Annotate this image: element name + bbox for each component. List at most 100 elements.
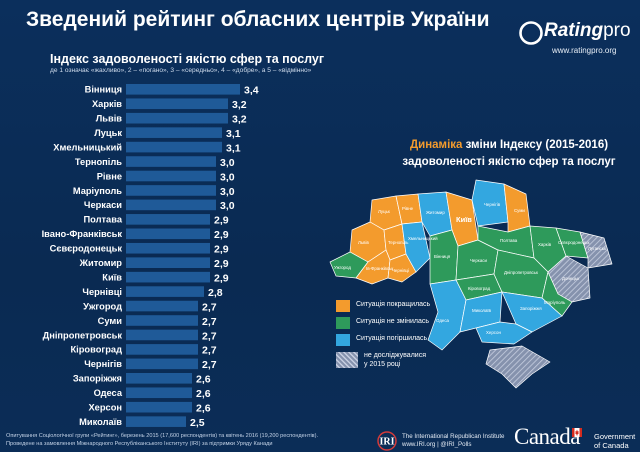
iri-logo: IRI bbox=[377, 431, 397, 451]
bar bbox=[126, 170, 216, 182]
bar bbox=[126, 344, 198, 355]
map-label-zaporizhzhia: Запоріжжя bbox=[520, 306, 542, 311]
map-title-accent: Динаміка bbox=[409, 139, 463, 151]
bar bbox=[126, 286, 204, 297]
value-label: 2,7 bbox=[202, 359, 217, 371]
bar bbox=[126, 387, 192, 399]
bar bbox=[126, 141, 222, 153]
map-title-line2: задоволеності якістю сфер та послуг bbox=[402, 156, 616, 168]
svg-text:IRI: IRI bbox=[379, 437, 394, 448]
category-label: Львів bbox=[96, 114, 123, 124]
bar bbox=[126, 98, 228, 110]
category-label: Маріуполь bbox=[73, 186, 122, 196]
value-label: 2,5 bbox=[190, 417, 205, 428]
ukraine-map: Луцьк Рівне Житомир Чернігів Суми Київ Львів Те… bbox=[329, 179, 613, 389]
map-label-zhytomyr: Житомир bbox=[426, 210, 445, 215]
value-label: 3,4 bbox=[244, 85, 259, 97]
value-label: 2,7 bbox=[202, 301, 217, 313]
category-label: Чернігів bbox=[84, 359, 122, 369]
value-label: 2,9 bbox=[214, 244, 229, 256]
region-crimea bbox=[485, 345, 551, 389]
map-title-rest: зміни Індексу (2015-2016) bbox=[462, 139, 609, 151]
map-label-cherkasy: Черкаси bbox=[470, 258, 487, 263]
map-label-poltava: Полтава bbox=[500, 238, 518, 243]
category-label: Полтава bbox=[83, 215, 122, 225]
iri-credit: The International Republican Institute w… bbox=[402, 433, 505, 448]
chart-title: Індекс задоволеності якістю сфер та посл… bbox=[50, 52, 325, 66]
index-bar-chart: Вінниця 3,4 Харків 3,2 Львів 3,2 Луцьк 3,1 Хмель… bbox=[42, 84, 259, 428]
map-label-chernihiv: Чернігів bbox=[484, 202, 501, 207]
bar bbox=[126, 228, 210, 240]
category-label: Херсон bbox=[88, 403, 122, 413]
category-label: Дніпропетровськ bbox=[43, 330, 123, 340]
bar bbox=[126, 257, 210, 268]
chart-subtitle: де 1 означає «жахливо», 2 – «погано», 3 … bbox=[50, 67, 312, 74]
ratingpro-ring-icon bbox=[519, 21, 543, 45]
map-label-kharkiv: Харків bbox=[538, 242, 552, 247]
legend-label-unchanged: Ситуація не змінилась bbox=[356, 318, 430, 325]
map-label-lviv: Львів bbox=[358, 240, 369, 245]
legend-label-not-studied: не досліджувалися у 2015 році bbox=[364, 352, 426, 368]
bar bbox=[126, 416, 186, 427]
map-label-lutsk: Луцьк bbox=[378, 209, 390, 214]
category-label: Хмельницький bbox=[53, 142, 122, 152]
bar bbox=[126, 401, 192, 413]
value-label: 2,9 bbox=[214, 229, 229, 241]
region-khmelnytskyi bbox=[401, 221, 431, 273]
category-label: Тернопіль bbox=[75, 157, 122, 167]
legend-label-worsened: Ситуація погіршилась bbox=[356, 335, 428, 342]
category-label: Вінниця bbox=[85, 85, 122, 95]
brand-url: www.ratingpro.org bbox=[552, 46, 617, 55]
value-label: 2,7 bbox=[202, 330, 217, 342]
page-title: Зведений рейтинг обласних центрів Україн… bbox=[26, 8, 490, 31]
map-label-khmelnytskyi: Хмельницький bbox=[408, 236, 438, 241]
category-label: Чернівці bbox=[82, 287, 122, 297]
category-label: Харків bbox=[92, 99, 122, 109]
map-label-dnipro: Дніпропетровськ bbox=[504, 270, 538, 275]
category-label: Ужгород bbox=[83, 301, 122, 311]
value-label: 3,2 bbox=[232, 114, 247, 126]
bar bbox=[126, 127, 222, 138]
legend-swatch-not-studied bbox=[336, 352, 358, 368]
region-odesa bbox=[427, 279, 467, 351]
bar bbox=[126, 329, 198, 341]
bar bbox=[126, 373, 192, 384]
bar bbox=[126, 156, 216, 167]
map-label-odesa: Одеса bbox=[436, 318, 450, 323]
value-label: 3,0 bbox=[220, 171, 235, 183]
brand-name: Ratingpro bbox=[544, 20, 631, 41]
bar bbox=[126, 271, 210, 283]
bar bbox=[126, 214, 210, 225]
value-label: 2,6 bbox=[196, 388, 211, 400]
category-label: Рівне bbox=[97, 171, 122, 181]
bar bbox=[126, 185, 216, 196]
map-label-kherson: Херсон bbox=[486, 330, 501, 335]
value-label: 2,7 bbox=[202, 345, 217, 357]
region-kherson bbox=[475, 321, 533, 345]
map-label-donetsk: Донецьк bbox=[562, 276, 579, 281]
value-label: 2,9 bbox=[214, 258, 229, 270]
value-label: 3,1 bbox=[226, 142, 241, 154]
bar bbox=[126, 315, 198, 326]
value-label: 2,6 bbox=[196, 403, 211, 415]
map-label-sumy: Суми bbox=[514, 208, 525, 213]
value-label: 3,2 bbox=[232, 99, 247, 111]
canada-flag-icon bbox=[572, 428, 582, 437]
map-title: Динаміка зміни Індексу (2015-2016) задов… bbox=[392, 137, 626, 171]
value-label: 2,8 bbox=[208, 287, 223, 299]
value-label: 3,0 bbox=[220, 157, 235, 169]
category-label: Суми bbox=[98, 316, 123, 326]
region-luhansk bbox=[579, 231, 613, 269]
category-label: Запоріжжя bbox=[73, 374, 122, 384]
legend-swatch-unchanged bbox=[336, 317, 350, 329]
map-label-chernivtsi: Чернівці bbox=[392, 268, 409, 273]
bar bbox=[126, 199, 216, 211]
legend-label-improved: Ситуація покращилась bbox=[356, 301, 431, 308]
bar bbox=[126, 84, 240, 95]
value-label: 3,0 bbox=[220, 200, 235, 212]
value-label: 3,0 bbox=[220, 186, 235, 198]
category-label: Одеса bbox=[94, 388, 123, 398]
category-label: Черкаси bbox=[84, 200, 122, 210]
value-label: 2,9 bbox=[214, 215, 229, 227]
legend-swatch-improved bbox=[336, 300, 350, 312]
